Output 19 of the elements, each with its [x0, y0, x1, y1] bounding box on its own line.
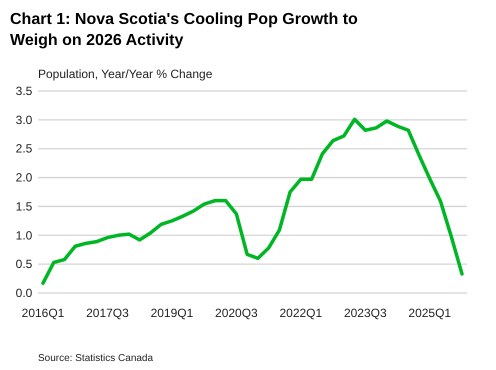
y-tick-label: 2.0: [16, 170, 33, 185]
y-axis-title: Population, Year/Year % Change: [38, 67, 213, 81]
x-tick-label: 2019Q1: [150, 306, 194, 320]
y-tick-label: 3.5: [16, 84, 33, 98]
x-tick-label: 2023Q3: [344, 306, 387, 320]
source-note: Source: Statistics Canada: [38, 353, 154, 364]
y-tick-label: 3.0: [16, 112, 33, 127]
y-tick-label: 0.5: [16, 257, 33, 272]
x-tick-label: 2017Q3: [86, 306, 130, 320]
line-series: [41, 118, 464, 285]
y-tick-label: 2.5: [16, 142, 33, 156]
x-tick-label: 2020Q3: [215, 306, 258, 320]
x-tick-label: 2022Q1: [279, 306, 323, 320]
y-tick-label: 1.0: [16, 228, 33, 242]
y-tick-label: 0.0: [16, 286, 33, 300]
y-tick-label: 1.5: [16, 199, 33, 214]
chart-title: Chart 1: Nova Scotia's Cooling Pop Growth to Weigh on 2026 Activity: [10, 11, 358, 49]
x-tick-label: 2025Q1: [408, 306, 452, 320]
x-tick-label: 2016Q1: [22, 306, 65, 320]
